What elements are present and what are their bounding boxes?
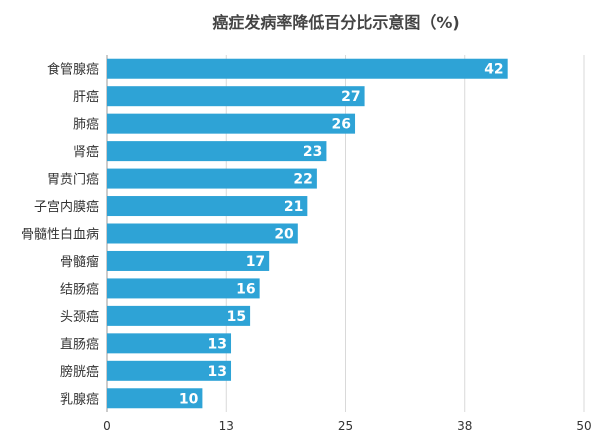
category-label: 胃贲门癌: [47, 172, 99, 188]
x-tick-label: 38: [457, 419, 472, 433]
bar: [107, 113, 356, 134]
bar: [107, 333, 232, 354]
x-tick-label: 13: [219, 419, 234, 433]
category-label: 结肠癌: [60, 281, 99, 297]
bar: [107, 196, 308, 217]
bar: [107, 360, 232, 381]
bar-value-label: 13: [208, 336, 227, 352]
category-labels: 食管腺癌肝癌肺癌肾癌胃贲门癌子宫内膜癌骨髓性白血病骨髓瘤结肠癌头颈癌直肠癌膀胱癌…: [21, 62, 99, 408]
bar-value-label: 13: [208, 364, 227, 380]
bar: [107, 141, 327, 162]
bar: [107, 223, 298, 244]
bar-value-label: 17: [246, 254, 265, 270]
bar-value-label: 21: [284, 199, 303, 215]
bar-value-label: 10: [179, 391, 199, 407]
x-tick-label: 0: [103, 419, 111, 433]
bar-value-label: 42: [484, 62, 503, 78]
bar: [107, 168, 317, 189]
bar-value-label: 26: [332, 117, 351, 133]
bar: [107, 305, 251, 326]
bar-value-label: 20: [274, 227, 294, 243]
x-axis-ticks: 0 13 25 38 50: [103, 419, 591, 433]
x-tick-label: 50: [576, 419, 591, 433]
bar: [107, 278, 260, 299]
bar-value-label: 15: [227, 309, 246, 325]
x-tick-label: 25: [338, 419, 353, 433]
category-label: 乳腺癌: [60, 391, 99, 407]
category-label: 肺癌: [73, 117, 99, 133]
category-label: 头颈癌: [60, 309, 99, 325]
bar: [107, 250, 270, 271]
category-label: 肝癌: [73, 89, 99, 105]
bar: [107, 388, 203, 409]
bar-value-label: 27: [341, 89, 360, 105]
bar: [107, 86, 365, 107]
chart-title: 癌症发病率降低百分比示意图（%): [212, 13, 459, 32]
category-label: 直肠癌: [60, 336, 99, 352]
category-label: 子宫内膜癌: [34, 199, 99, 215]
bar-value-label: 22: [293, 172, 312, 188]
category-label: 骨髓性白血病: [21, 227, 99, 243]
category-label: 膀胱癌: [60, 364, 99, 380]
category-label: 食管腺癌: [47, 62, 99, 78]
bar-value-label: 23: [303, 144, 322, 160]
bar-value-label: 16: [236, 281, 255, 297]
bar: [107, 58, 508, 79]
category-label: 肾癌: [73, 144, 99, 160]
category-label: 骨髓瘤: [60, 254, 99, 270]
